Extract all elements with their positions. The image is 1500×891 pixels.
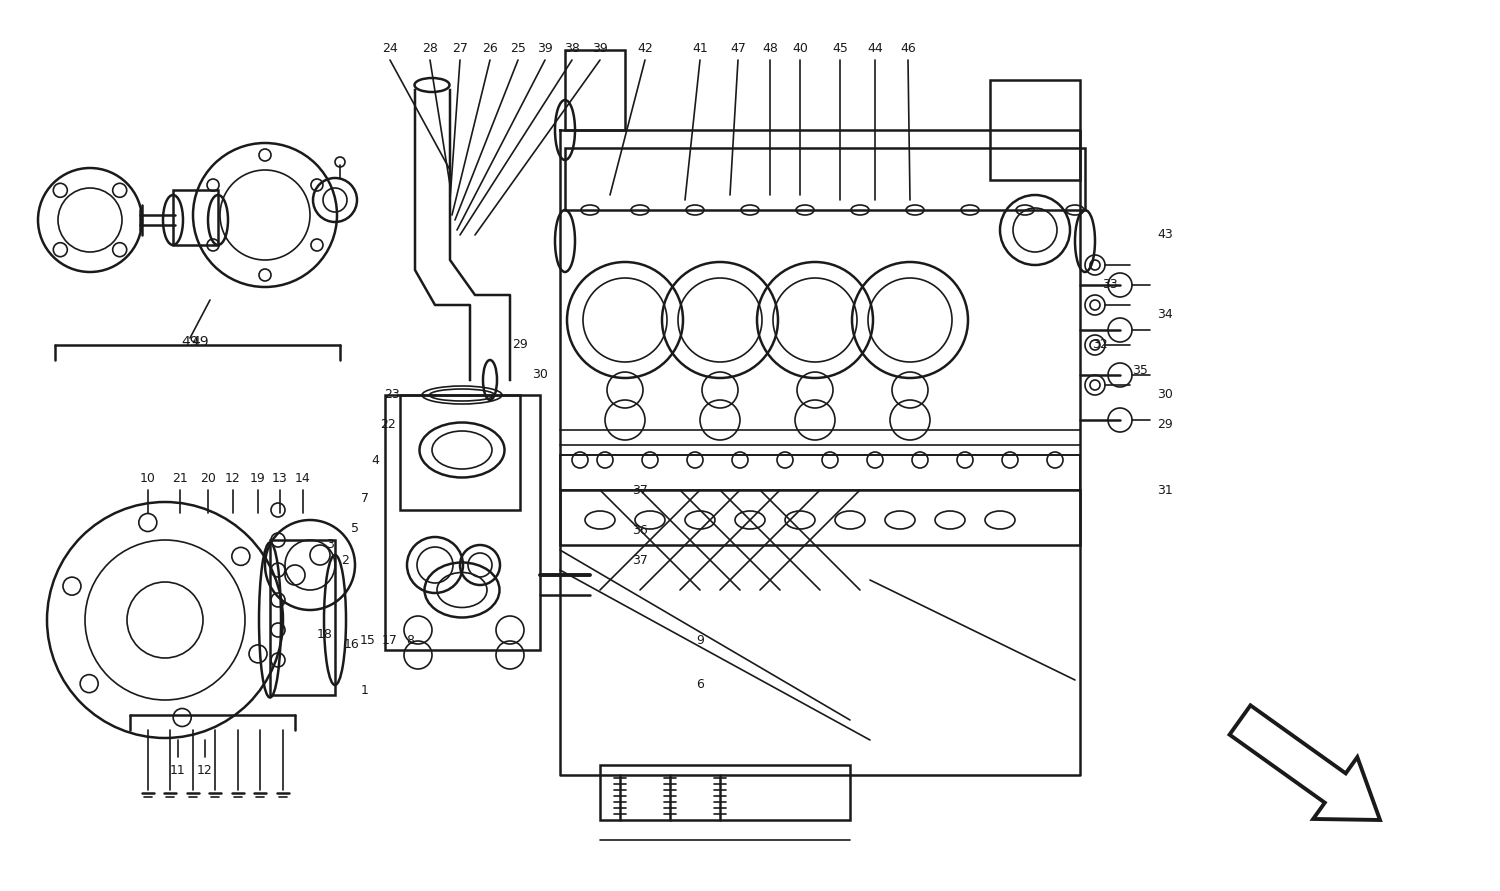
Text: 42: 42 xyxy=(638,42,652,54)
Text: 4: 4 xyxy=(370,454,380,467)
Text: 45: 45 xyxy=(833,42,848,54)
Text: 47: 47 xyxy=(730,42,746,54)
Text: 24: 24 xyxy=(382,42,398,54)
Text: 39: 39 xyxy=(537,42,554,54)
Bar xyxy=(990,80,1080,180)
Bar xyxy=(386,395,540,650)
Text: 37: 37 xyxy=(632,484,648,496)
Bar xyxy=(560,490,1080,545)
Text: 19: 19 xyxy=(251,471,266,485)
Text: 7: 7 xyxy=(362,492,369,504)
Text: 32: 32 xyxy=(1092,339,1108,352)
Text: 34: 34 xyxy=(1156,308,1173,322)
Text: 29: 29 xyxy=(1156,419,1173,431)
Bar xyxy=(400,395,520,510)
Text: 22: 22 xyxy=(380,419,396,431)
Text: 5: 5 xyxy=(351,521,358,535)
Bar xyxy=(566,50,626,130)
Text: 8: 8 xyxy=(406,634,414,647)
Text: 29: 29 xyxy=(512,339,528,352)
Text: 27: 27 xyxy=(452,42,468,54)
Text: 1: 1 xyxy=(362,683,369,697)
Text: 2: 2 xyxy=(340,553,350,567)
Text: 26: 26 xyxy=(482,42,498,54)
Text: 38: 38 xyxy=(564,42,580,54)
Text: 23: 23 xyxy=(384,388,400,402)
Text: 15: 15 xyxy=(360,634,376,647)
Text: 43: 43 xyxy=(1156,228,1173,241)
Text: 44: 44 xyxy=(867,42,883,54)
Text: 33: 33 xyxy=(1102,279,1118,291)
Text: 39: 39 xyxy=(592,42,608,54)
Text: 41: 41 xyxy=(692,42,708,54)
Text: 9: 9 xyxy=(696,634,703,647)
Text: 48: 48 xyxy=(762,42,778,54)
Text: 11: 11 xyxy=(170,764,186,776)
Text: 37: 37 xyxy=(632,553,648,567)
Text: 16: 16 xyxy=(344,639,360,651)
Bar xyxy=(270,540,334,695)
Bar xyxy=(172,190,217,245)
Text: 30: 30 xyxy=(532,369,548,381)
Text: 12: 12 xyxy=(225,471,242,485)
Text: 17: 17 xyxy=(382,634,398,647)
Text: 46: 46 xyxy=(900,42,916,54)
Text: 3: 3 xyxy=(326,538,334,552)
Text: 21: 21 xyxy=(172,471,188,485)
Bar xyxy=(600,765,850,820)
Text: 13: 13 xyxy=(272,471,288,485)
Text: 28: 28 xyxy=(422,42,438,54)
Text: 20: 20 xyxy=(200,471,216,485)
Text: 31: 31 xyxy=(1156,484,1173,496)
Bar xyxy=(566,148,1084,210)
Text: 30: 30 xyxy=(1156,388,1173,402)
Text: 40: 40 xyxy=(792,42,808,54)
Text: 14: 14 xyxy=(296,471,310,485)
Text: 36: 36 xyxy=(632,524,648,536)
Bar xyxy=(560,455,1080,490)
Text: 25: 25 xyxy=(510,42,526,54)
Text: 18: 18 xyxy=(316,628,333,642)
Text: 49: 49 xyxy=(182,335,200,349)
Text: 49: 49 xyxy=(190,335,208,349)
Text: 6: 6 xyxy=(696,679,703,691)
Text: 12: 12 xyxy=(196,764,213,776)
Text: 10: 10 xyxy=(140,471,156,485)
Text: 35: 35 xyxy=(1132,364,1148,377)
